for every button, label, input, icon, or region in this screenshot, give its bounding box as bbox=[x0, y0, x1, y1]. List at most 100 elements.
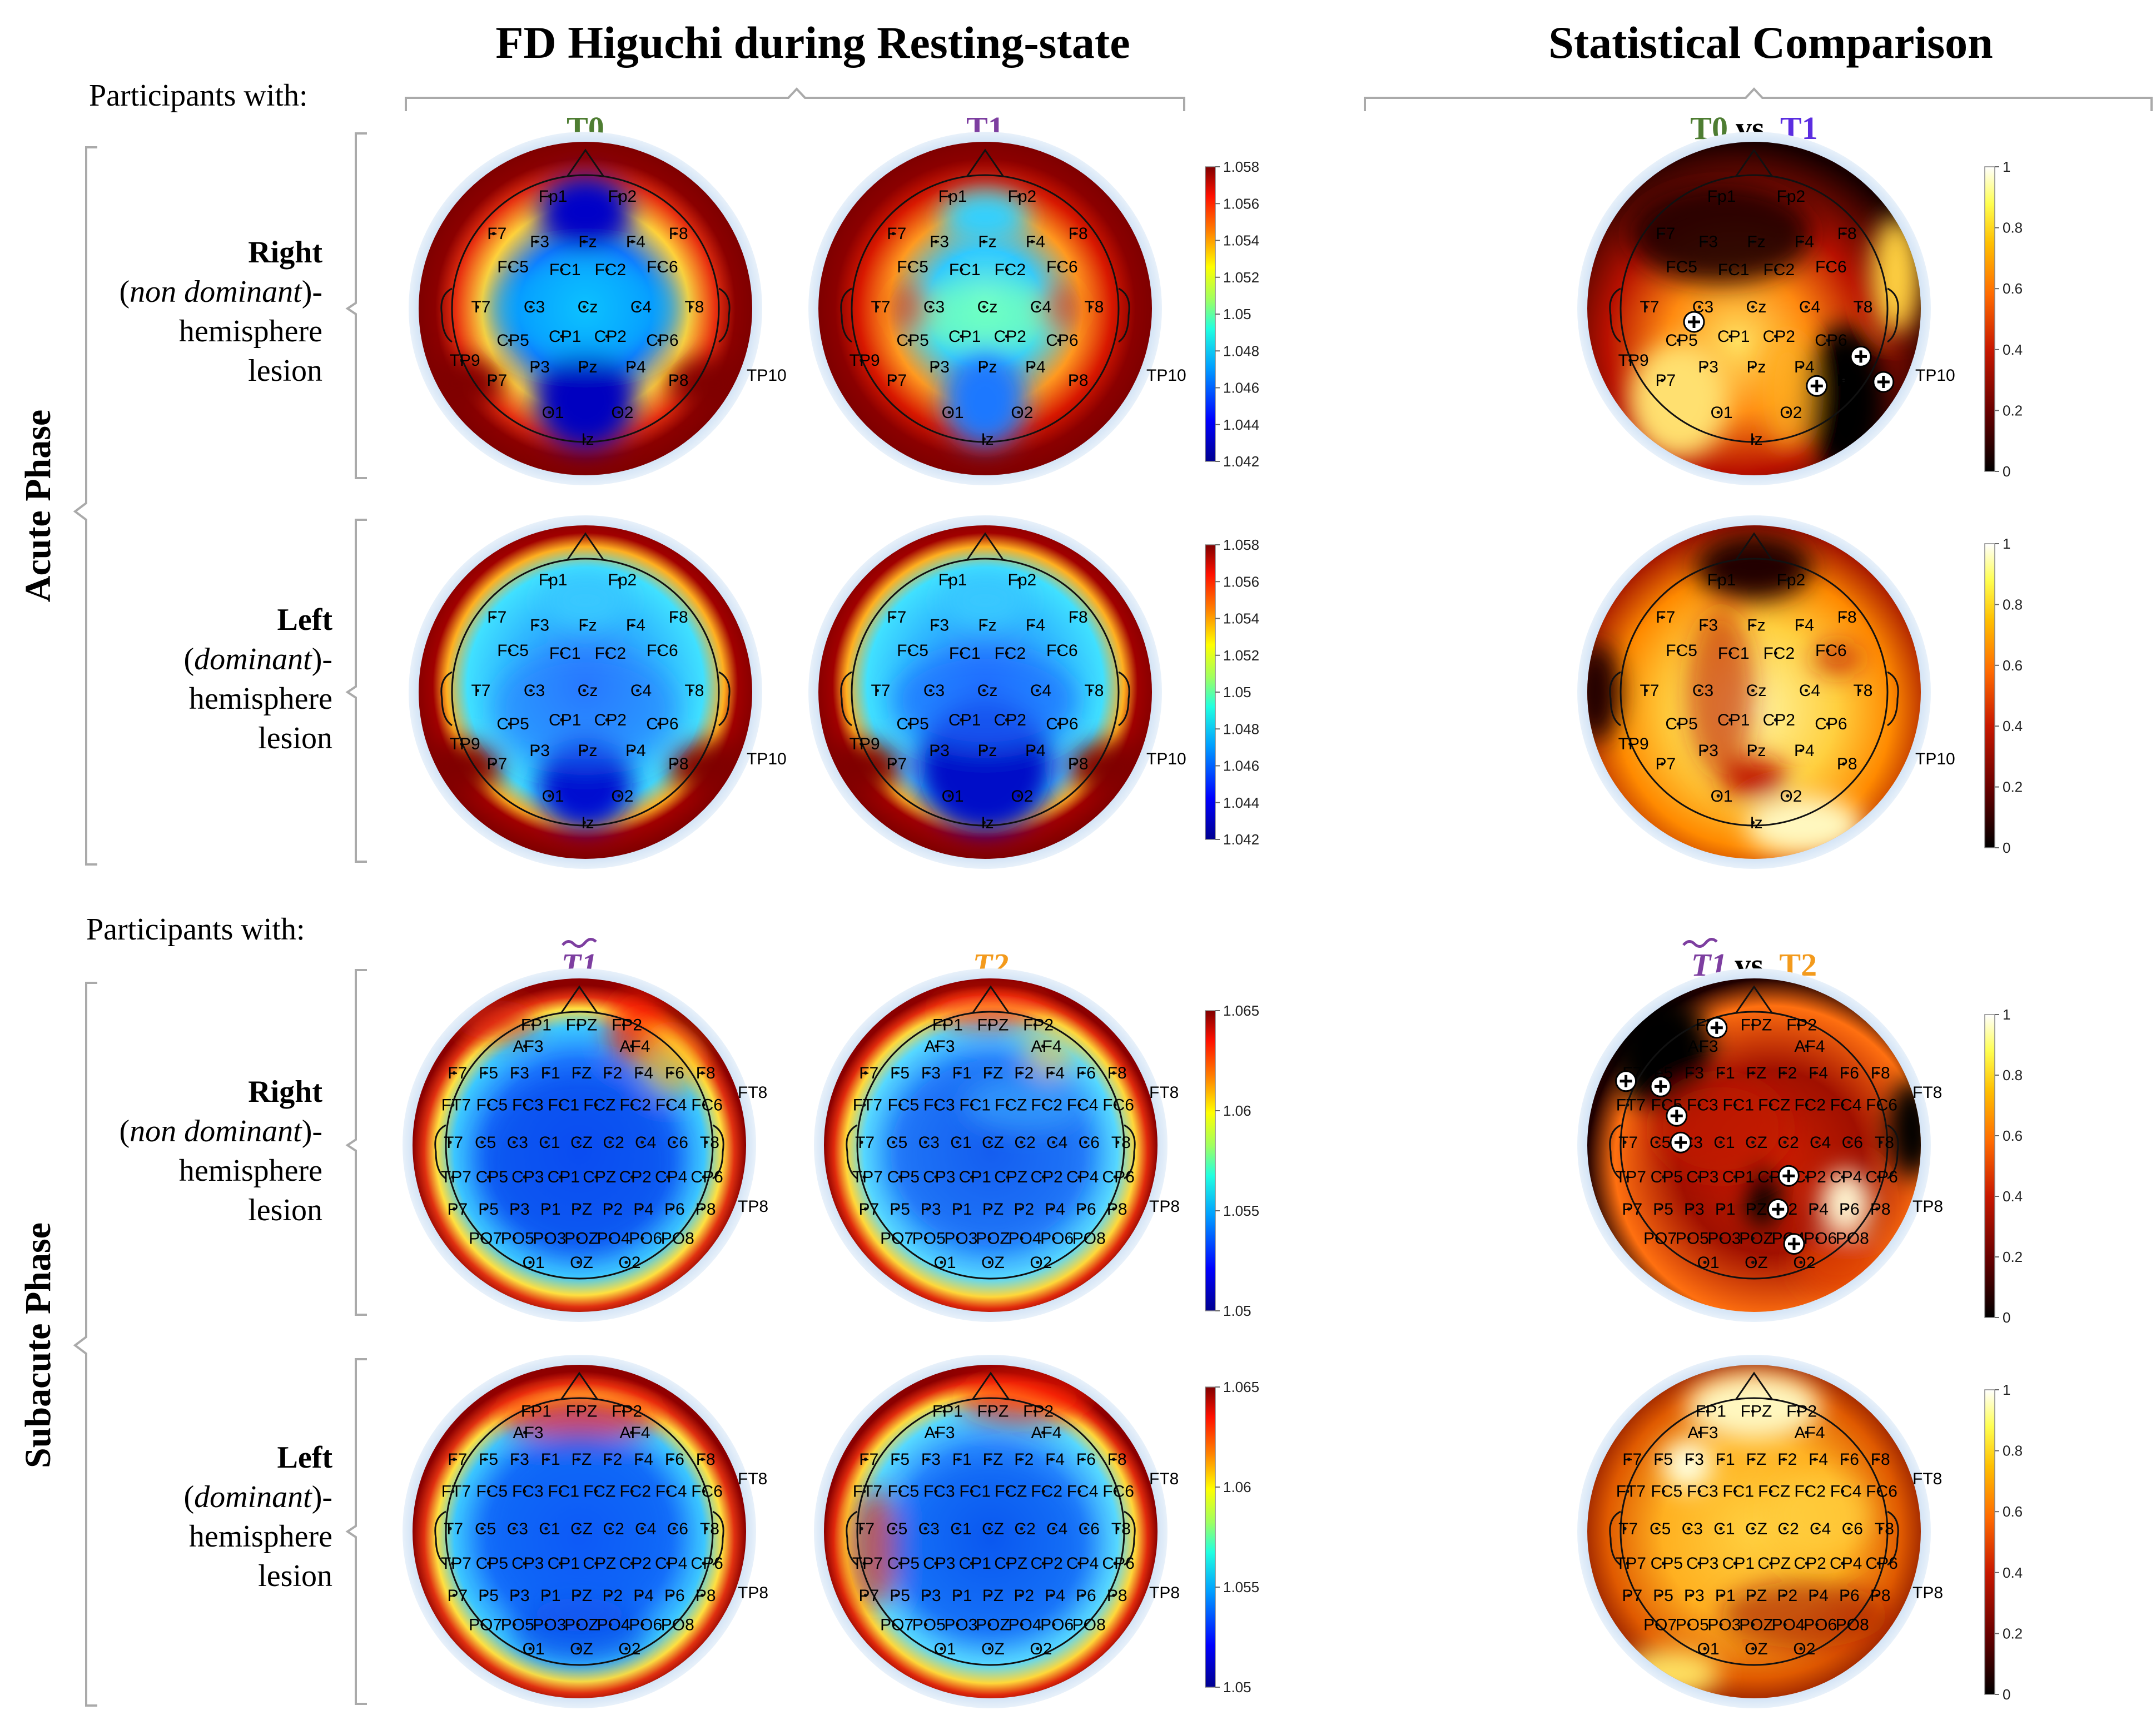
electrode-dot bbox=[1703, 749, 1707, 753]
electrode-dot bbox=[1879, 1527, 1883, 1530]
electrode-dot bbox=[607, 1593, 611, 1597]
row-brackets bbox=[345, 132, 367, 1705]
electrode-label: O1 bbox=[542, 404, 564, 422]
electrode-dot bbox=[1033, 1023, 1037, 1027]
electrode-dot bbox=[640, 1623, 644, 1627]
electrode-label: TP8 bbox=[738, 1584, 768, 1602]
colorbar-label: 1.058 bbox=[1223, 536, 1259, 553]
electrode-label: Pz bbox=[1746, 742, 1766, 760]
electrode-label: FZ bbox=[572, 1450, 592, 1469]
electrode-label: F3 bbox=[530, 233, 549, 251]
electrode-dot bbox=[956, 1236, 960, 1240]
electrode-label: CP4 bbox=[1830, 1554, 1862, 1573]
electrode-label: Fp1 bbox=[539, 187, 568, 206]
electrode-dot bbox=[1751, 1593, 1755, 1597]
electrode-label: P7 bbox=[447, 1587, 468, 1605]
electrode-label: Pz bbox=[1746, 358, 1766, 376]
electrode-label: Fz bbox=[1747, 617, 1765, 635]
electrode-label: O1 bbox=[542, 787, 564, 806]
electrode-label: PO4 bbox=[597, 1616, 630, 1634]
electrode-dot bbox=[577, 1023, 580, 1027]
electrode-label: TP9 bbox=[450, 735, 480, 753]
electrode-label: Cz bbox=[578, 298, 598, 316]
electrode-dot bbox=[982, 365, 986, 369]
electrode-dot bbox=[1728, 652, 1732, 655]
electrode-dot bbox=[577, 1527, 580, 1530]
electrode-dot bbox=[1661, 1562, 1665, 1565]
electrode-label: C4 bbox=[1810, 1134, 1831, 1152]
electrode-dot bbox=[1813, 1593, 1817, 1597]
electrode-dot bbox=[1815, 1236, 1819, 1240]
electrode-label: F3 bbox=[1698, 617, 1718, 635]
electrode-label: PO7 bbox=[469, 1616, 502, 1634]
electrode-label: PO6 bbox=[1040, 1616, 1074, 1634]
electrode-dot bbox=[1875, 1071, 1879, 1075]
electrode-dot bbox=[1751, 437, 1755, 441]
electrode-dot bbox=[630, 1045, 633, 1048]
electrode-label: F4 bbox=[626, 617, 645, 635]
electrode-dot bbox=[956, 1527, 960, 1530]
electrode-label: F6 bbox=[1076, 1064, 1096, 1082]
electrode-label: F7 bbox=[1656, 225, 1675, 243]
electrode-dot bbox=[630, 365, 634, 369]
electrode-dot bbox=[1841, 1175, 1845, 1179]
electrode-label: FZ bbox=[1746, 1064, 1767, 1082]
electrode-dot bbox=[605, 718, 609, 722]
electrode-dot bbox=[988, 1140, 991, 1144]
electrode-dot bbox=[1052, 1236, 1056, 1240]
electrode-label: P8 bbox=[1837, 755, 1857, 773]
map-region bbox=[1024, 1028, 1074, 1078]
electrode-dot bbox=[1719, 1140, 1723, 1144]
electrode-label: O2 bbox=[1030, 1640, 1052, 1658]
map-region bbox=[1696, 534, 1812, 600]
electrode-dot bbox=[523, 1562, 526, 1565]
electrode-dot bbox=[583, 749, 586, 753]
topoplot-maps: Fp1 Fp2 F7 F3 Fz F4 F8 FC5 FC1 FC2 FC6 T7 C3 Cz C4 T8 CP… bbox=[403, 132, 1955, 1708]
electrode-label: Fp2 bbox=[608, 571, 637, 589]
nose-outline bbox=[971, 1371, 1010, 1400]
electrode-label: FC2 bbox=[1763, 644, 1795, 663]
electrode-dot bbox=[1660, 232, 1664, 236]
electrode-label: CP6 bbox=[646, 331, 678, 350]
electrode-dot bbox=[1658, 1458, 1662, 1461]
electrode-label: O1 bbox=[942, 404, 964, 422]
electrode-dot bbox=[1005, 268, 1009, 271]
electrode-label: FC2 bbox=[594, 261, 626, 279]
plus-icon bbox=[1810, 380, 1823, 392]
electrode-dot bbox=[577, 1409, 580, 1413]
electrode-label: CP5 bbox=[1651, 1554, 1683, 1573]
electrode-label: FP1 bbox=[521, 1403, 552, 1421]
electrode-dot bbox=[892, 1236, 896, 1240]
electrode-label: F4 bbox=[1045, 1064, 1065, 1082]
left-ear-outline bbox=[1609, 671, 1621, 727]
electrode-dot bbox=[636, 689, 639, 693]
electrode-dot bbox=[1019, 1458, 1022, 1461]
electrode-dot bbox=[534, 240, 538, 243]
right-ear-outline bbox=[1887, 1124, 1899, 1180]
right-ear-outline bbox=[1124, 1510, 1136, 1566]
electrode-label: TP7 bbox=[852, 1554, 883, 1573]
colorbar-label: 1.046 bbox=[1223, 758, 1259, 774]
electrode-dot bbox=[1805, 1045, 1808, 1048]
electrode-label: F8 bbox=[1837, 225, 1857, 243]
nose-outline bbox=[566, 532, 605, 561]
electrode-dot bbox=[1728, 268, 1732, 271]
electrode-label: O2 bbox=[618, 1254, 640, 1272]
electrode-label: C2 bbox=[603, 1520, 624, 1538]
electrode-dot bbox=[1703, 365, 1707, 369]
electrode-label: CP2 bbox=[619, 1554, 652, 1573]
map-region bbox=[539, 175, 632, 248]
electrode-label: O2 bbox=[1030, 1254, 1052, 1272]
electrode-label: P5 bbox=[478, 1587, 499, 1605]
electrode-dot bbox=[607, 1071, 611, 1075]
electrode-dot bbox=[594, 1103, 598, 1107]
electrode-label: P7 bbox=[886, 755, 907, 773]
electrode-label: FC1 bbox=[1718, 261, 1750, 279]
electrode-label: P8 bbox=[1837, 371, 1857, 390]
map-region bbox=[479, 1431, 679, 1632]
electrode-dot bbox=[523, 1103, 526, 1107]
electrode-label: F1 bbox=[541, 1450, 560, 1469]
electrode-dot bbox=[1036, 1260, 1040, 1264]
